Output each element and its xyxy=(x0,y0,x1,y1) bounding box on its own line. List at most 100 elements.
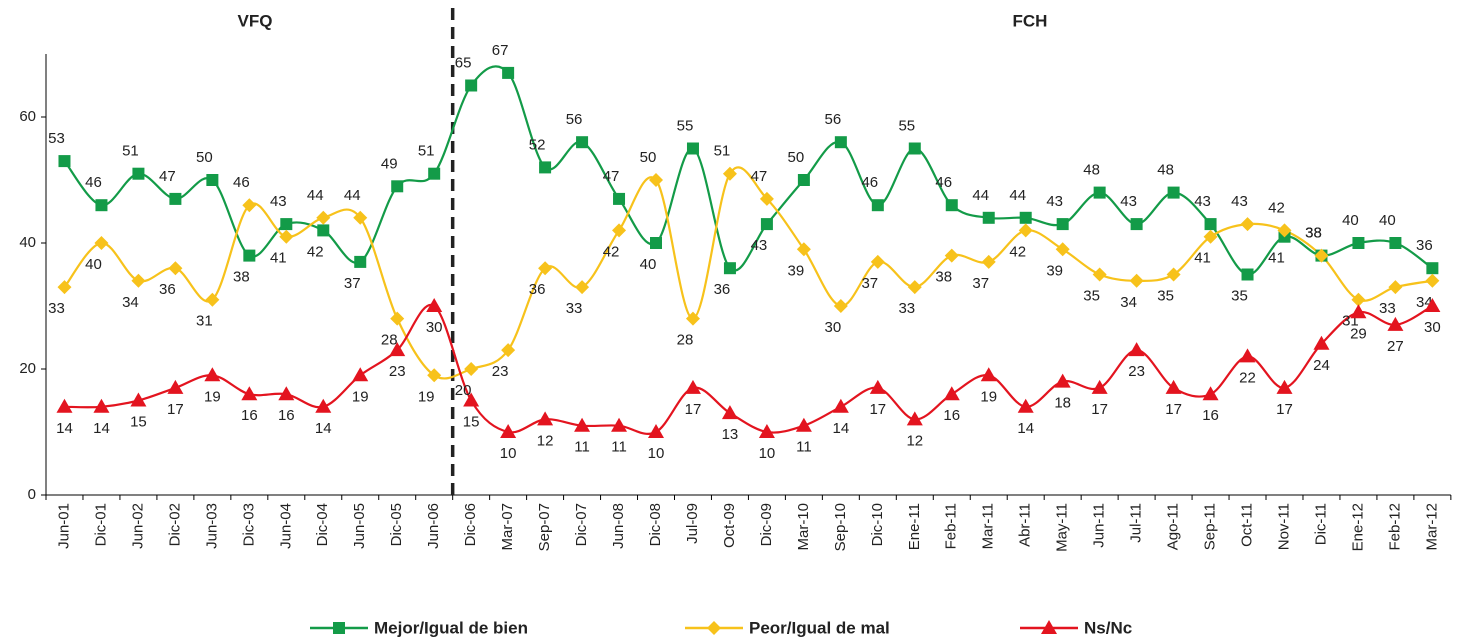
marker xyxy=(539,161,552,174)
data-label: 50 xyxy=(196,149,213,166)
legend-item: Mejor/Igual de bien xyxy=(310,618,528,637)
data-label: 27 xyxy=(1387,338,1404,355)
data-label: 33 xyxy=(898,300,915,317)
marker xyxy=(56,398,73,413)
marker xyxy=(315,398,332,413)
x-tick-label: Dic-07 xyxy=(573,503,590,546)
data-label: 16 xyxy=(241,407,258,424)
marker xyxy=(1313,335,1330,350)
marker xyxy=(280,218,293,231)
data-label: 46 xyxy=(85,174,102,191)
y-tick-label: 60 xyxy=(19,108,36,125)
x-tick-label: Dic-10 xyxy=(869,503,886,546)
data-label: 37 xyxy=(344,275,361,292)
marker xyxy=(1018,223,1033,238)
marker xyxy=(1388,280,1403,295)
marker xyxy=(870,254,885,269)
data-label: 47 xyxy=(751,168,768,185)
marker xyxy=(1389,237,1402,249)
marker xyxy=(613,192,626,205)
data-label: 36 xyxy=(529,281,546,298)
data-label: 28 xyxy=(381,332,398,349)
data-label: 11 xyxy=(611,439,627,456)
data-label: 34 xyxy=(122,294,139,311)
data-label: 35 xyxy=(1157,287,1174,304)
x-tick-label: Mar-12 xyxy=(1423,503,1440,551)
data-label: 19 xyxy=(418,388,435,405)
data-label: 41 xyxy=(270,250,287,267)
marker xyxy=(1054,373,1071,388)
data-label: 17 xyxy=(685,401,702,418)
marker xyxy=(389,342,406,357)
marker xyxy=(427,368,442,383)
data-label: 19 xyxy=(352,388,369,405)
marker xyxy=(1165,379,1182,394)
data-label: 13 xyxy=(722,426,739,443)
x-tick-label: Ene-11 xyxy=(906,503,923,550)
data-label: 36 xyxy=(714,281,731,298)
marker xyxy=(1203,229,1218,244)
x-tick-label: Jun-05 xyxy=(351,503,368,549)
data-label: 50 xyxy=(640,149,657,166)
marker xyxy=(1240,217,1255,232)
data-label: 30 xyxy=(426,319,443,336)
x-tick-label: Jun-06 xyxy=(425,503,442,549)
marker xyxy=(538,261,553,276)
marker xyxy=(94,236,109,250)
marker xyxy=(871,199,884,212)
legend-label: Mejor/Igual de bien xyxy=(374,618,528,637)
marker xyxy=(686,142,699,155)
marker xyxy=(241,386,258,401)
marker xyxy=(1092,267,1107,282)
marker xyxy=(685,311,700,326)
marker xyxy=(1387,316,1404,331)
legend-item: Ns/Nc xyxy=(1020,618,1132,637)
marker xyxy=(1352,237,1365,249)
data-label: 30 xyxy=(825,319,842,336)
marker xyxy=(1277,223,1292,238)
y-tick-label: 0 xyxy=(28,486,36,503)
data-label: 16 xyxy=(278,407,295,424)
marker xyxy=(797,174,810,186)
data-label: 30 xyxy=(1424,319,1441,336)
data-label: 33 xyxy=(566,300,583,317)
data-label: 34 xyxy=(1120,294,1137,311)
data-label: 40 xyxy=(1342,212,1359,229)
data-label: 17 xyxy=(1276,401,1293,418)
marker xyxy=(1093,186,1106,199)
annotation: FCH xyxy=(1013,11,1048,30)
marker xyxy=(721,405,738,420)
marker xyxy=(1166,267,1181,282)
marker xyxy=(944,248,959,263)
marker xyxy=(760,218,773,231)
marker xyxy=(907,280,922,295)
x-tick-label: Sep-07 xyxy=(536,503,553,551)
data-label: 23 xyxy=(389,363,406,380)
marker xyxy=(1426,262,1439,275)
marker xyxy=(426,298,443,312)
data-label: 50 xyxy=(788,149,805,166)
marker xyxy=(869,379,886,394)
marker xyxy=(684,379,701,394)
data-label: 44 xyxy=(1009,187,1026,204)
data-label: 14 xyxy=(93,420,110,437)
data-label: 20 xyxy=(455,382,472,399)
x-tick-label: Mar-10 xyxy=(795,503,812,551)
marker xyxy=(1091,379,1108,394)
marker xyxy=(943,386,960,401)
marker xyxy=(502,66,515,79)
marker xyxy=(131,273,146,288)
marker xyxy=(1276,379,1293,394)
marker xyxy=(650,237,663,249)
x-tick-label: Jul-09 xyxy=(684,503,701,544)
marker xyxy=(132,167,145,180)
x-tick-label: Dic-05 xyxy=(388,503,405,546)
marker xyxy=(1167,186,1180,199)
x-tick-label: Oct-09 xyxy=(721,503,738,548)
data-label: 11 xyxy=(574,439,590,456)
data-label: 10 xyxy=(500,445,517,462)
x-tick-label: Oct-11 xyxy=(1238,503,1255,547)
marker xyxy=(58,155,71,168)
marker xyxy=(722,166,737,181)
